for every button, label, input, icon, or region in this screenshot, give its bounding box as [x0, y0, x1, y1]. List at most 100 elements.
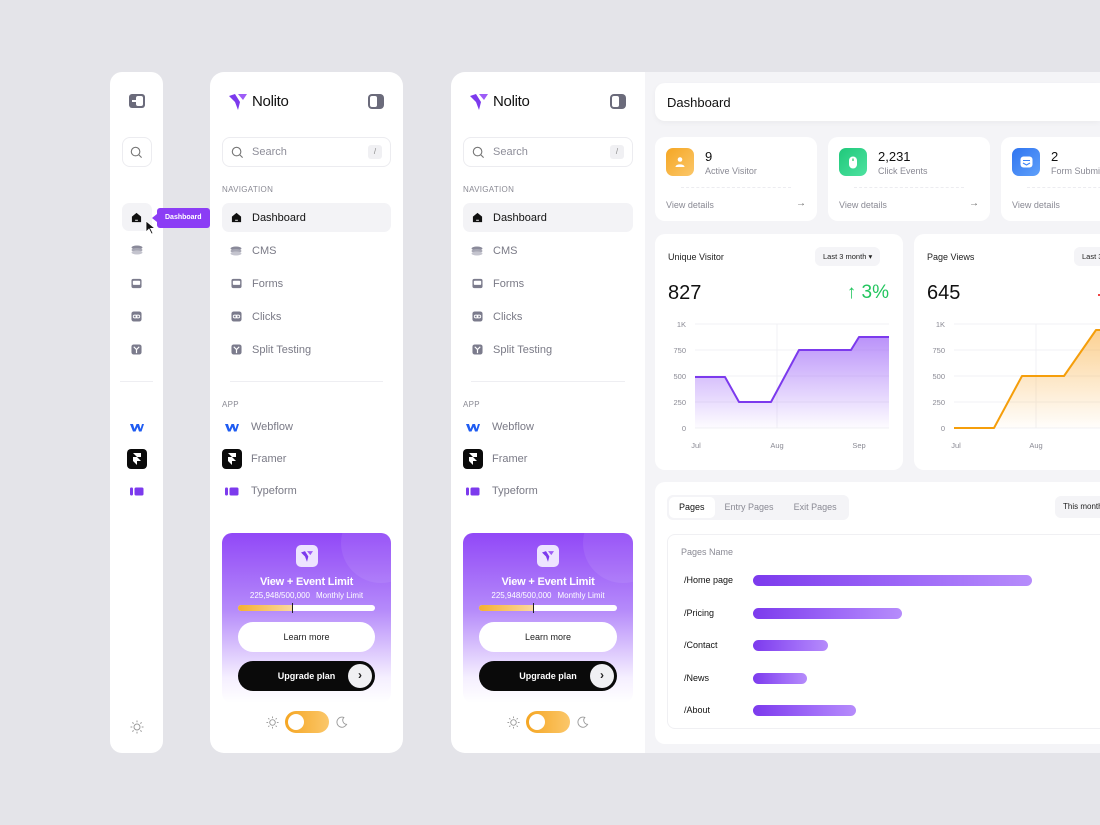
promo-logo-badge [295, 545, 318, 567]
form-icon [230, 278, 242, 289]
sidebar-item-cms[interactable]: CMS [463, 236, 633, 265]
stat-card-form-submissions: 2 Form Submissions View details [1001, 137, 1100, 221]
mini-app-typeform[interactable] [122, 477, 152, 505]
nolito-logo-icon [229, 93, 247, 110]
page-bar [753, 639, 828, 651]
mini-app-framer[interactable] [122, 445, 152, 473]
table-row[interactable]: /Home page [684, 574, 1032, 586]
table-row[interactable]: /About [684, 704, 856, 716]
sidebar-item-label: Dashboard [252, 211, 306, 224]
brand-logo[interactable]: Nolito [229, 93, 289, 110]
brand-logo[interactable]: Nolito [470, 93, 530, 110]
period-dropdown[interactable]: This month [1055, 496, 1100, 518]
stat-icon-badge [666, 148, 694, 176]
usage-label: Monthly Limit [557, 591, 605, 600]
webflow-icon [466, 423, 480, 431]
app-section-label: APP [222, 400, 239, 409]
stat-label: Active Visitor [705, 166, 757, 176]
learn-more-button[interactable]: Learn more [238, 622, 375, 652]
app-item-framer[interactable]: Framer [463, 448, 633, 470]
mini-app-webflow[interactable] [122, 413, 152, 441]
app-item-webflow[interactable]: Webflow [463, 416, 633, 438]
collapse-sidebar-button[interactable] [368, 94, 384, 109]
sidebar-item-cms[interactable]: CMS [222, 236, 391, 265]
stat-divider [681, 187, 791, 188]
navigation-section-label: NAVIGATION [463, 185, 515, 194]
table-row[interactable]: /Pricing [684, 607, 902, 619]
moon-icon [577, 716, 589, 728]
view-details-link[interactable]: View details [1012, 200, 1060, 210]
search-icon [472, 146, 485, 158]
user-icon [675, 157, 685, 167]
collapse-sidebar-button[interactable] [610, 94, 626, 109]
home-icon [231, 212, 241, 223]
theme-toggle-button[interactable] [130, 720, 144, 734]
search-input[interactable]: Search / [463, 137, 633, 167]
tab-pages[interactable]: Pages [669, 497, 715, 518]
chart-total-value: 645 [927, 282, 961, 304]
theme-switcher [451, 711, 645, 733]
sidebar-item-split-testing[interactable]: Split Testing [463, 335, 633, 364]
expand-sidebar-icon[interactable] [128, 94, 145, 108]
app-item-typeform[interactable]: Typeform [463, 480, 633, 502]
brand-name: Nolito [493, 93, 530, 110]
svg-text:Sep: Sep [852, 441, 865, 450]
typeform-icon [466, 487, 480, 495]
learn-more-button[interactable]: Learn more [479, 622, 617, 652]
delta-down-indicator [1098, 294, 1100, 296]
limit-title: View + Event Limit [259, 576, 354, 588]
mini-nav-forms[interactable] [122, 269, 152, 297]
arrow-right-icon[interactable]: → [796, 198, 806, 209]
theme-toggle-switch[interactable] [526, 711, 570, 733]
chart-title: Unique Visitor [668, 252, 724, 262]
sidebar-item-dashboard[interactable]: Dashboard [463, 203, 633, 232]
search-input[interactable]: Search / [222, 137, 391, 167]
sidebar-item-clicks[interactable]: Clicks [222, 302, 391, 331]
range-dropdown-label: Last 3 month [1082, 252, 1100, 261]
page-bar [753, 574, 1032, 586]
tab-exit-pages[interactable]: Exit Pages [793, 502, 837, 512]
search-button[interactable] [121, 137, 152, 167]
navigation-section-label: NAVIGATION [222, 185, 274, 194]
tab-entry-pages[interactable]: Entry Pages [724, 502, 774, 512]
layers-icon [471, 246, 483, 255]
sidebar-item-forms[interactable]: Forms [463, 269, 633, 298]
webflow-icon [225, 423, 239, 431]
table-row[interactable]: /News [684, 672, 807, 684]
theme-toggle-switch[interactable] [284, 711, 329, 733]
app-item-label: Typeform [251, 485, 297, 497]
mini-nav-split-testing[interactable] [122, 335, 152, 363]
chevron-right-icon: › [348, 664, 372, 688]
mini-nav-dashboard[interactable] [121, 203, 152, 231]
mini-nav-clicks[interactable] [122, 302, 152, 330]
upgrade-plan-button[interactable]: Upgrade plan › [479, 661, 617, 691]
sidebar-item-label: CMS [252, 244, 277, 257]
app-item-label: Framer [492, 453, 528, 465]
stat-label: Form Submissions [1051, 166, 1100, 176]
inbox-icon [1020, 156, 1032, 168]
range-dropdown[interactable]: Last 3 month [1074, 247, 1100, 266]
link-icon [471, 311, 483, 322]
app-item-label: Webflow [492, 421, 534, 433]
sidebar-item-split-testing[interactable]: Split Testing [222, 335, 391, 364]
mini-nav-cms[interactable] [122, 236, 152, 264]
app-item-framer[interactable]: Framer [222, 448, 391, 470]
stat-divider [1027, 187, 1100, 188]
upgrade-plan-button[interactable]: Upgrade plan › [238, 661, 375, 691]
sidebar-item-forms[interactable]: Forms [222, 269, 391, 298]
table-row[interactable]: /Contact [684, 639, 828, 651]
pages-tabs: Pages Entry Pages Exit Pages [667, 495, 849, 520]
range-dropdown[interactable]: Last 3 month ▾ [815, 247, 881, 266]
sidebar-item-dashboard[interactable]: Dashboard [222, 203, 391, 232]
split-icon [131, 343, 142, 355]
svg-text:750: 750 [932, 346, 945, 355]
app-item-typeform[interactable]: Typeform [222, 480, 391, 502]
arrow-right-icon[interactable]: → [969, 198, 979, 209]
svg-text:0: 0 [682, 424, 686, 433]
form-icon [131, 278, 142, 288]
sidebar-item-label: Clicks [252, 310, 282, 323]
sidebar-item-clicks[interactable]: Clicks [463, 302, 633, 331]
app-item-webflow[interactable]: Webflow [222, 416, 391, 438]
view-details-link[interactable]: View details [666, 200, 714, 210]
view-details-link[interactable]: View details [839, 200, 887, 210]
